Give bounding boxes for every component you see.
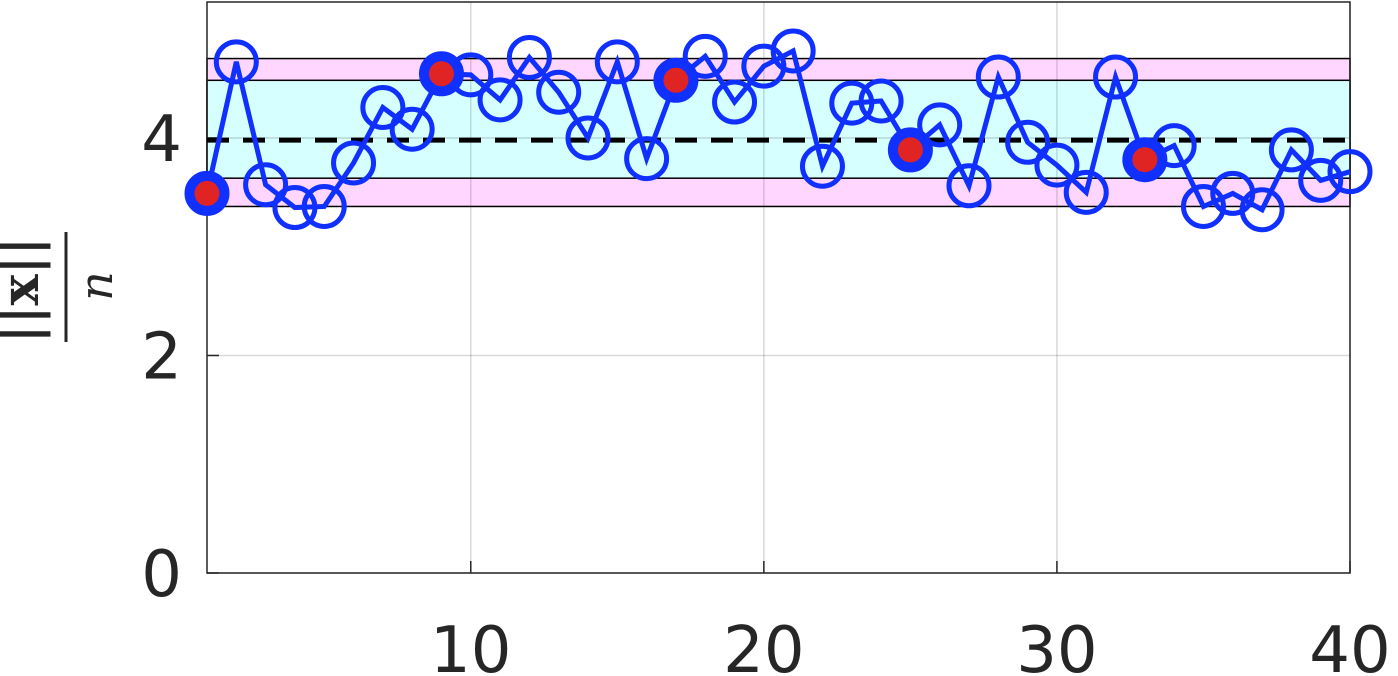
marker bbox=[1268, 127, 1314, 173]
marker bbox=[975, 54, 1021, 100]
marker bbox=[331, 140, 377, 186]
y-label-numerator: ||x|| bbox=[0, 237, 51, 344]
highlight-marker bbox=[890, 130, 930, 170]
marker bbox=[799, 143, 845, 189]
marker bbox=[770, 28, 816, 74]
marker bbox=[653, 57, 699, 103]
marker bbox=[360, 84, 406, 130]
marker bbox=[213, 39, 259, 85]
x-tick-label: 10 bbox=[430, 614, 511, 676]
x-tick-label: 30 bbox=[1016, 614, 1097, 676]
marker bbox=[594, 39, 640, 85]
marker bbox=[1063, 169, 1109, 215]
y-tick-label: 4 bbox=[141, 103, 182, 177]
marker bbox=[1122, 137, 1168, 183]
marker bbox=[184, 170, 230, 216]
marker bbox=[506, 34, 552, 80]
marker bbox=[477, 77, 523, 123]
marker bbox=[624, 136, 670, 182]
marker bbox=[917, 102, 963, 148]
marker bbox=[389, 106, 435, 152]
marker bbox=[418, 51, 464, 97]
y-tick-label: 2 bbox=[141, 320, 182, 394]
plot-frame bbox=[206, 1, 1351, 574]
marker bbox=[1005, 119, 1051, 165]
marker bbox=[536, 69, 582, 115]
marker bbox=[946, 163, 992, 209]
marker bbox=[1327, 149, 1373, 195]
marker bbox=[1034, 142, 1080, 188]
marker bbox=[682, 33, 728, 79]
highlight-marker bbox=[421, 54, 461, 94]
marker bbox=[1239, 187, 1285, 233]
marker bbox=[887, 127, 933, 173]
marker bbox=[272, 185, 318, 231]
marker bbox=[712, 79, 758, 125]
marker bbox=[1180, 183, 1226, 229]
marker bbox=[858, 78, 904, 124]
highlight-marker bbox=[656, 60, 696, 100]
highlight-marker bbox=[1125, 140, 1165, 180]
x-tick-label: 40 bbox=[1309, 614, 1390, 676]
x-tick-label: 20 bbox=[723, 614, 804, 676]
marker bbox=[829, 80, 875, 126]
marker bbox=[1093, 54, 1139, 100]
y-tick-label: 0 bbox=[141, 538, 182, 612]
highlight-marker bbox=[187, 173, 227, 213]
marker bbox=[1298, 157, 1344, 203]
marker bbox=[565, 115, 611, 161]
marker bbox=[301, 183, 347, 229]
marker bbox=[243, 162, 289, 208]
y-label-denominator: n bbox=[69, 271, 123, 301]
y-axis-label: ||x|| n bbox=[0, 232, 123, 343]
